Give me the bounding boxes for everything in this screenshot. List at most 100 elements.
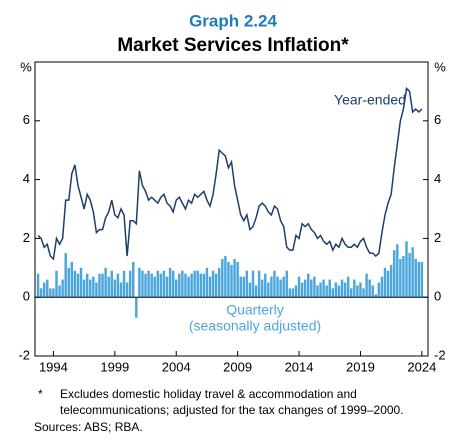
bar [399,258,402,298]
y-tick-label: -2 [434,347,446,362]
bar [303,279,307,298]
bar [374,294,378,298]
bar [193,270,196,298]
bar [310,279,313,298]
bar [340,279,344,298]
bar [337,285,341,298]
bar [107,276,110,298]
bar [214,273,218,298]
x-tick-label: 1999 [100,359,129,374]
bar [282,276,285,298]
y-tick-label: 0 [23,289,30,304]
bar [343,282,347,298]
bar [85,273,89,298]
bar [162,270,166,298]
bar [119,282,123,298]
bar [371,285,374,298]
bar [49,288,52,298]
bar [322,279,325,298]
bar [414,258,417,298]
bar [171,270,175,298]
bar [95,282,98,298]
y-tick-label: 4 [434,171,441,186]
bar [316,285,319,298]
bar [270,276,273,298]
bar [291,288,295,298]
bar [334,282,338,298]
line [37,86,423,261]
bar [138,267,141,298]
bar [64,253,67,298]
bar [236,261,239,298]
bar [125,282,129,298]
chart-subtitle: Market Services Inflation* [117,35,349,56]
bar [122,270,126,298]
bar [98,273,101,298]
y-tick-label: 4 [23,171,30,186]
bar [168,267,172,298]
bar [328,279,331,298]
bar [297,276,301,298]
bar [92,276,95,298]
bar [199,273,203,298]
bar [36,273,40,298]
bar [184,273,187,298]
bar [260,279,264,298]
footnote: Excludes domestic holiday travel & accom… [60,387,357,401]
bar [300,282,304,298]
bar [67,267,71,298]
x-tick-label: 1994 [39,359,68,374]
y-tick-label: 0 [434,289,441,304]
bar [353,279,356,298]
bar [76,273,80,298]
bar [257,270,261,298]
bar [42,282,46,298]
bar [116,273,120,298]
bar [307,273,310,298]
sources: Sources: ABS; RBA. [34,420,143,434]
bar [46,279,49,298]
bar [273,270,276,298]
bar [267,282,270,298]
bar [227,261,230,298]
y-tick-label: 6 [434,112,441,127]
annotation: (seasonally adjusted) [189,318,321,334]
bar [52,288,55,298]
bar [181,270,184,298]
bar [202,273,206,298]
bar [58,285,61,298]
bar [285,270,288,298]
x-tick-label: 2004 [162,359,191,374]
x-tick-label: 2014 [285,359,314,374]
bar [144,273,147,298]
chart-title: Graph 2.24 [189,11,277,30]
bar [420,261,424,298]
y-unit-right: % [434,59,446,74]
bar [350,288,353,298]
bar [233,258,236,298]
bar [128,270,132,298]
bar [276,276,279,298]
bar [288,288,292,298]
bar [79,267,83,298]
bar [264,273,267,298]
x-tick-label: 2019 [346,359,375,374]
x-tick-label: 2009 [223,359,252,374]
bar [230,264,233,298]
bar [392,250,396,298]
bar [147,270,150,298]
bar [402,256,405,298]
bar [55,270,58,298]
bar [150,273,153,298]
bar [359,282,362,298]
bar [175,279,178,298]
bar [368,279,371,298]
bar [396,244,399,298]
bar [242,276,246,298]
bar [190,273,193,298]
bar [254,285,258,298]
bar [331,288,335,298]
bar [101,273,104,298]
